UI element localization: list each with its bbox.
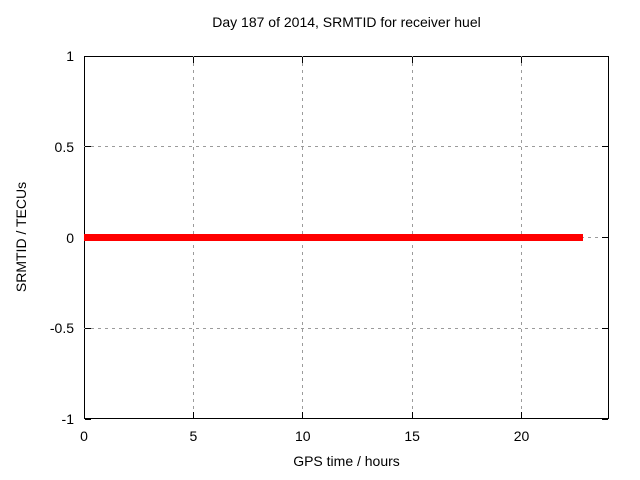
x-tick-label: 10 xyxy=(294,428,311,444)
y-tick-mark-left xyxy=(85,55,91,57)
x-tick-mark-top xyxy=(302,57,304,63)
y-tick-mark-right xyxy=(602,146,608,148)
y-tick-mark-left xyxy=(85,146,91,148)
x-tick-mark-bottom xyxy=(521,412,522,418)
y-tick-label: -1 xyxy=(61,411,74,427)
y-tick-mark-left xyxy=(85,327,91,329)
x-tick-mark-bottom xyxy=(192,412,194,418)
x-tick-label: 0 xyxy=(80,428,88,444)
x-axis-label: GPS time / hours xyxy=(293,453,400,469)
y-tick-label: 1 xyxy=(66,48,74,64)
y-tick-label: 0.5 xyxy=(54,138,74,155)
y-tick-label: -0.5 xyxy=(49,320,74,337)
y-tick-mark-right xyxy=(602,237,608,238)
x-tick-mark-top xyxy=(83,57,85,63)
x-tick-mark-top xyxy=(521,57,522,63)
y-tick-label: 0 xyxy=(66,229,74,246)
x-tick-label: 15 xyxy=(404,428,420,444)
y-tick-mark-left xyxy=(85,418,91,420)
grid-line-horizontal xyxy=(84,146,609,148)
x-tick-mark-top xyxy=(192,57,194,63)
chart-title: Day 187 of 2014, SRMTID for receiver hue… xyxy=(212,14,481,30)
data-line-srmtid xyxy=(84,234,583,241)
x-tick-mark-bottom xyxy=(411,412,413,418)
x-tick-label: 5 xyxy=(189,428,198,444)
grid-line-horizontal xyxy=(84,327,609,329)
y-tick-mark-right xyxy=(602,418,608,420)
y-tick-mark-right xyxy=(602,55,608,57)
y-tick-mark-right xyxy=(602,327,608,329)
x-tick-mark-bottom xyxy=(302,412,304,418)
x-tick-mark-top xyxy=(411,57,413,63)
x-tick-mark-bottom xyxy=(83,412,85,418)
x-tick-label: 20 xyxy=(513,428,530,444)
